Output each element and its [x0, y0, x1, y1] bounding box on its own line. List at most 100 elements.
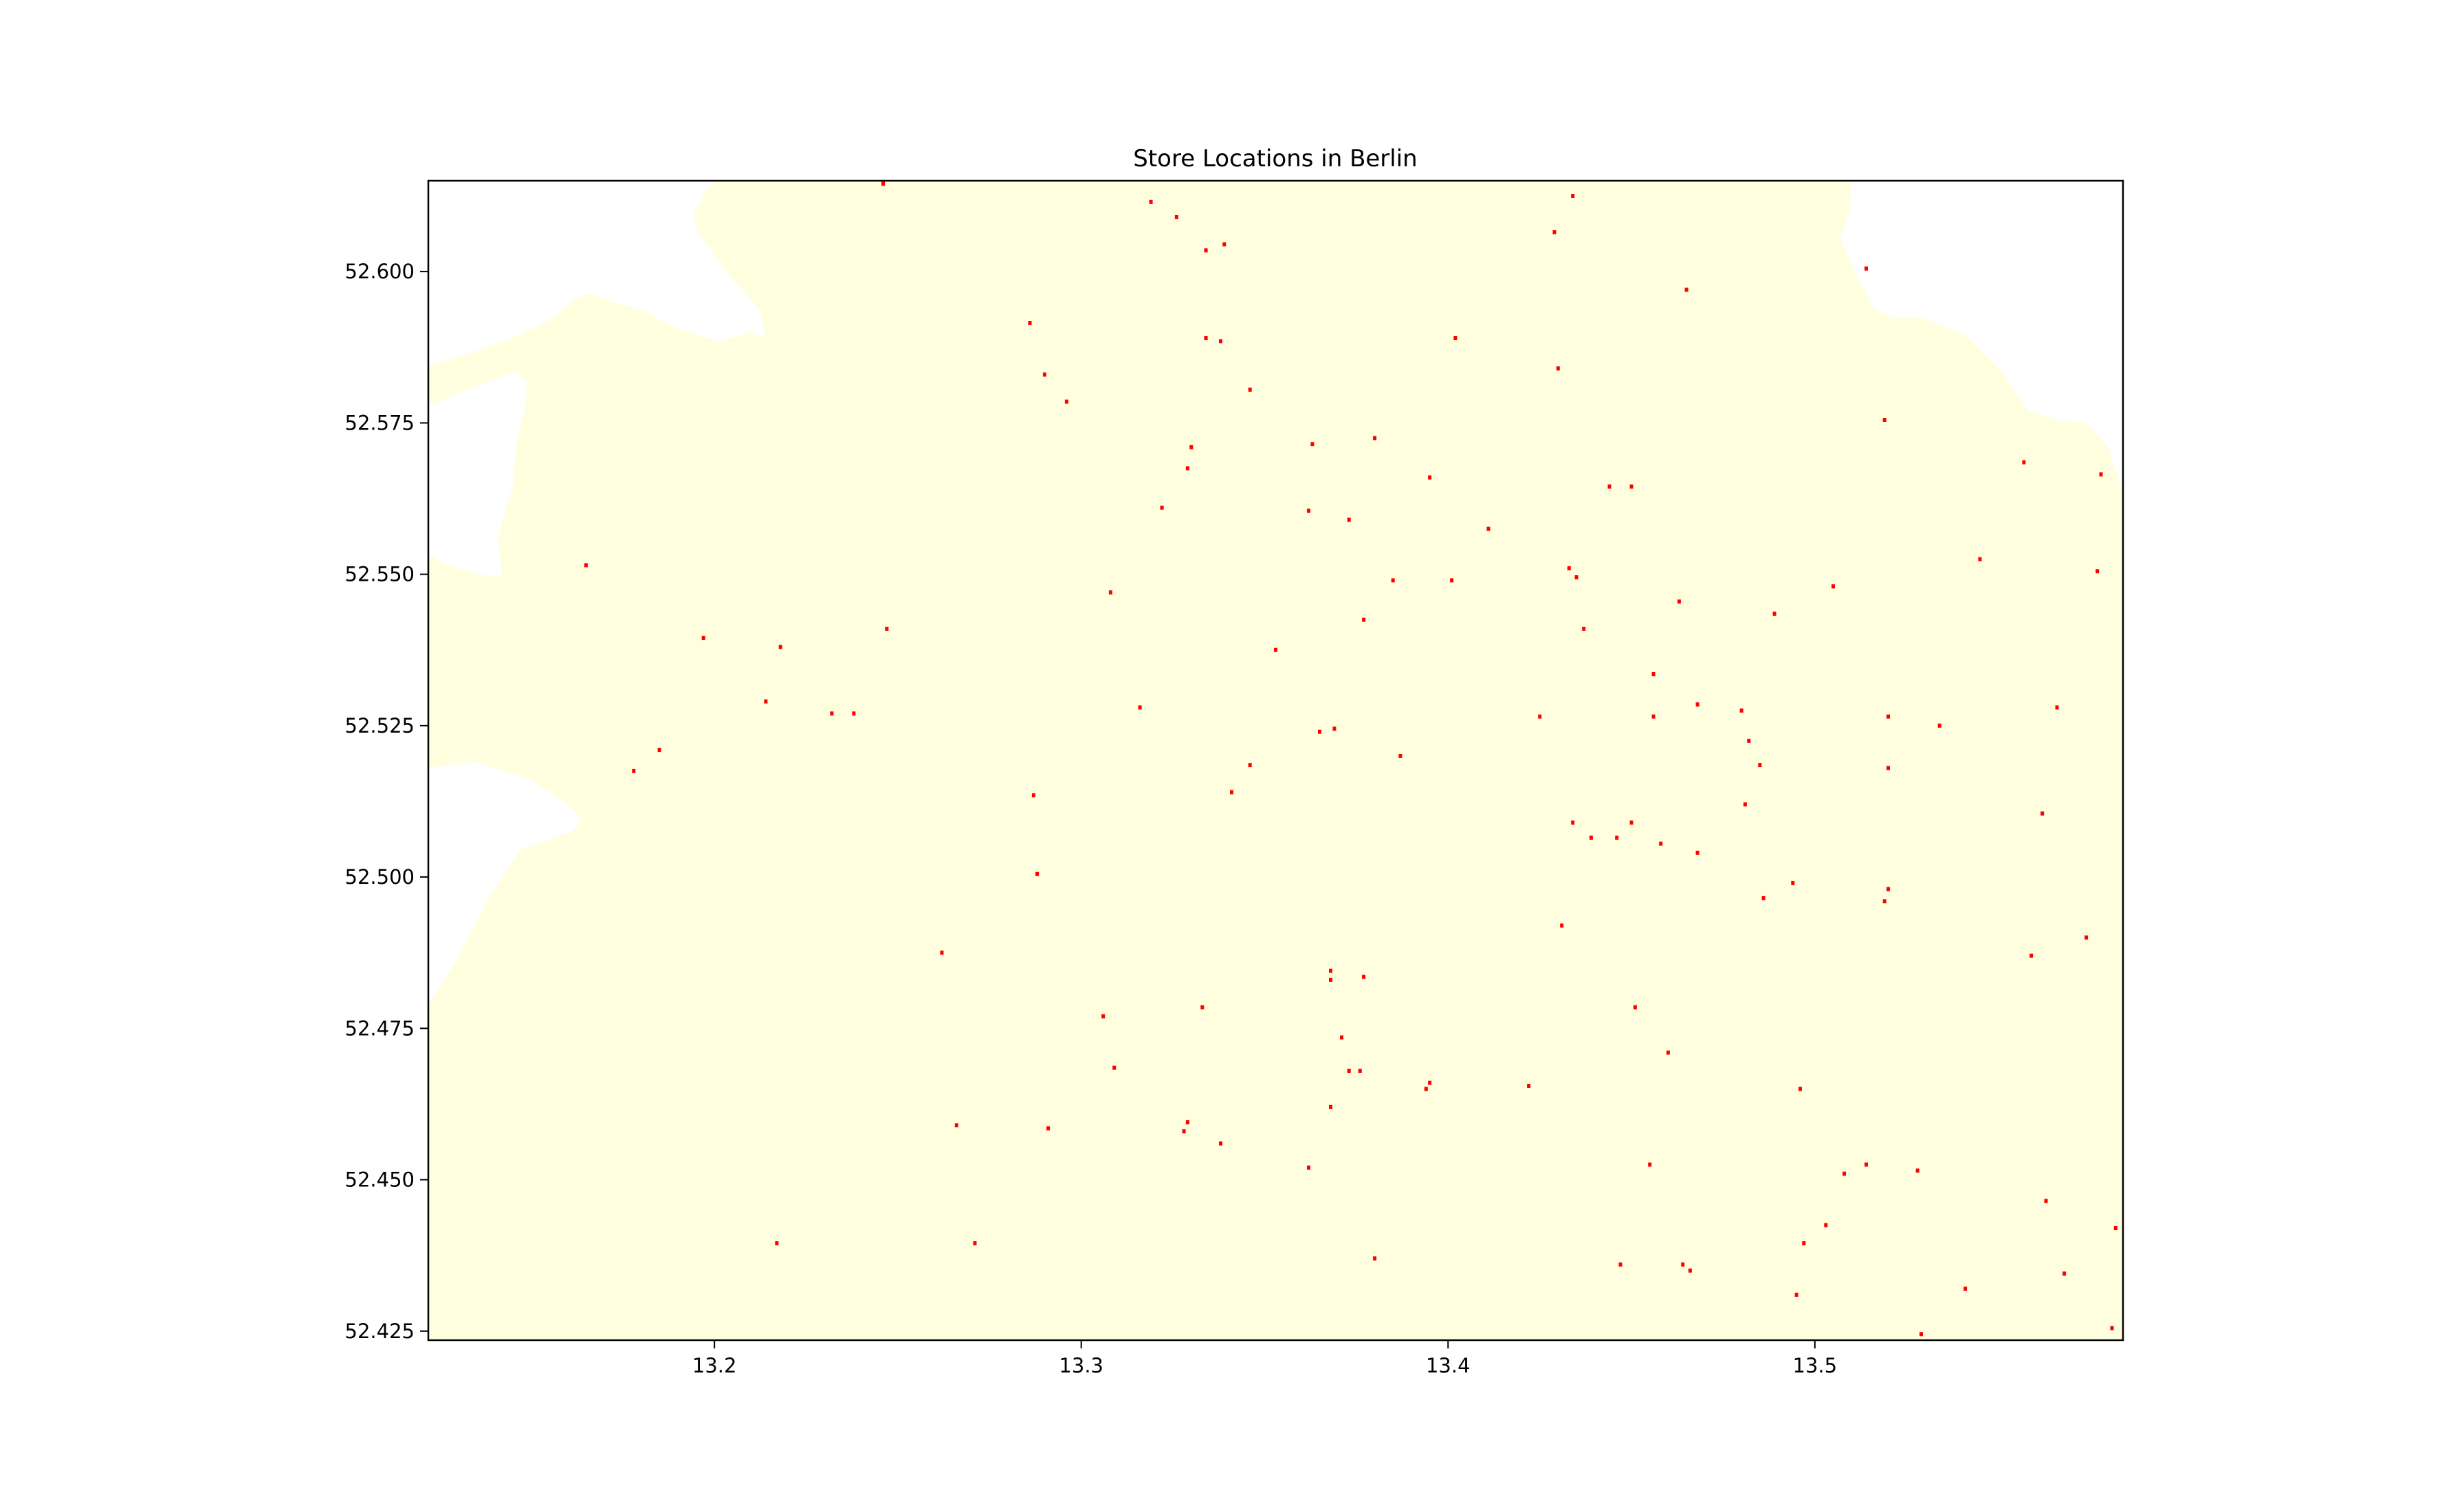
store-marker [1204, 248, 1208, 253]
store-marker [1200, 1005, 1204, 1010]
store-marker [1964, 1287, 1968, 1291]
store-marker [1882, 899, 1886, 904]
store-marker [1659, 841, 1663, 846]
y-tick-label: 52.450 [345, 1168, 415, 1192]
store-marker [1112, 1065, 1116, 1070]
y-axis: 52.425 52.450 52.475 52.500 52.525 52.550 52.5… [345, 260, 428, 1343]
store-marker [1373, 1256, 1377, 1261]
store-marker [1864, 1162, 1868, 1167]
store-marker [1791, 880, 1795, 885]
store-marker [1567, 566, 1571, 570]
store-marker [1651, 672, 1656, 676]
store-marker [1307, 509, 1310, 513]
store-marker [1185, 466, 1189, 471]
store-marker [1582, 626, 1586, 631]
store-marker [1761, 896, 1766, 900]
plot-frame [427, 179, 2124, 1342]
store-marker [1629, 820, 1634, 825]
store-marker [1886, 714, 1890, 719]
store-marker [1274, 647, 1277, 652]
store-marker [1684, 287, 1688, 292]
store-marker [2099, 472, 2103, 477]
store-marker [1222, 242, 1226, 247]
store-markers-layer [584, 181, 2118, 1337]
store-marker [1695, 850, 1700, 855]
store-marker [1307, 1165, 1310, 1170]
store-marker [1174, 214, 1178, 219]
store-marker [1915, 1168, 1920, 1173]
store-marker [1160, 505, 1164, 510]
store-marker [1450, 578, 1454, 583]
store-marker [1648, 1162, 1652, 1167]
store-marker [1248, 763, 1252, 768]
store-marker [1842, 1171, 1846, 1176]
store-marker [1629, 484, 1634, 489]
y-tick-label: 52.475 [345, 1016, 415, 1040]
store-marker [1772, 611, 1776, 616]
store-marker [1824, 1223, 1828, 1227]
store-marker [1527, 1084, 1531, 1088]
store-marker [778, 645, 782, 649]
store-marker [2022, 460, 2026, 465]
store-marker [1677, 599, 1681, 604]
store-marker [1695, 702, 1700, 707]
store-marker [1398, 753, 1402, 758]
y-tick-label: 52.550 [345, 563, 415, 586]
store-marker [1571, 194, 1575, 198]
store-marker [2040, 811, 2045, 816]
store-marker [2084, 935, 2089, 940]
store-marker [830, 711, 834, 716]
store-marker [973, 1241, 977, 1245]
y-tick-label: 52.600 [345, 260, 415, 283]
store-marker [1920, 1332, 1923, 1337]
store-marker [1101, 1014, 1106, 1019]
x-tick-label: 13.4 [1426, 1354, 1471, 1377]
store-marker [1589, 835, 1593, 840]
store-marker [1882, 418, 1886, 422]
store-marker [1538, 714, 1542, 719]
x-tick-label: 13.2 [692, 1354, 737, 1377]
store-marker [1615, 835, 1619, 840]
store-marker [2096, 569, 2100, 574]
store-marker [1832, 584, 1835, 589]
berlin-land-polygon [428, 181, 2123, 1340]
store-marker [1886, 887, 1890, 891]
store-marker [1681, 1262, 1685, 1267]
store-marker [1189, 445, 1194, 449]
store-marker [1486, 526, 1490, 531]
berlin-land-layer [428, 181, 2123, 1340]
store-marker [1937, 723, 1942, 728]
store-marker [1747, 738, 1751, 743]
store-marker [632, 768, 636, 773]
store-marker [764, 699, 768, 704]
store-marker [1362, 975, 1366, 979]
y-tick-label: 52.500 [345, 865, 415, 889]
store-marker [1042, 372, 1046, 377]
store-marker [1758, 763, 1762, 768]
store-marker [1794, 1292, 1798, 1297]
store-marker [1453, 336, 1458, 340]
store-marker [1886, 766, 1890, 770]
store-marker [2055, 705, 2059, 710]
store-marker [1035, 871, 1040, 876]
store-marker [1362, 617, 1366, 622]
store-marker [885, 626, 889, 631]
store-marker [775, 1241, 779, 1245]
store-marker [1864, 266, 1868, 271]
store-marker [657, 748, 661, 753]
store-marker [1318, 729, 1321, 734]
store-marker [1552, 230, 1556, 234]
store-marker [1219, 339, 1222, 344]
store-marker [1138, 705, 1142, 710]
chart-title: Store Locations in Berlin [1133, 145, 1417, 173]
store-marker [1064, 399, 1068, 404]
store-marker [1310, 442, 1314, 447]
store-marker [1633, 1005, 1637, 1010]
store-marker [1332, 726, 1336, 731]
x-tick-label: 13.5 [1793, 1354, 1838, 1377]
store-marker [1149, 199, 1153, 204]
store-marker [1230, 790, 1233, 794]
store-marker [2113, 1226, 2118, 1230]
store-marker [852, 711, 856, 716]
